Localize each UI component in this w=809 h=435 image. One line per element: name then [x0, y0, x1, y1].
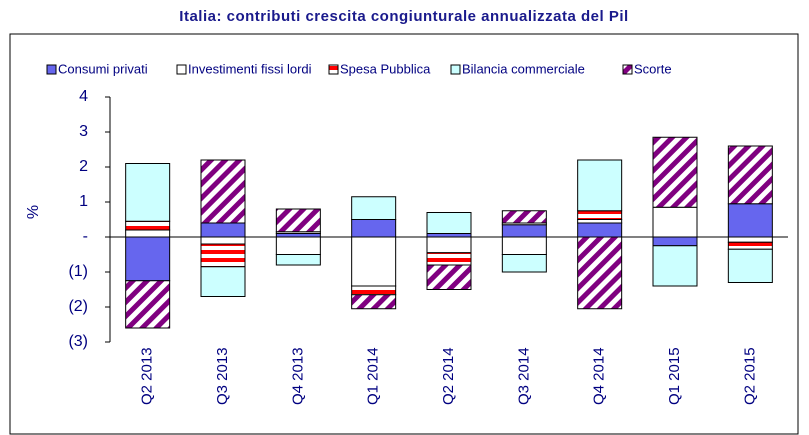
x-tick-label: Q2 2014: [440, 347, 457, 405]
bar-segment: [501, 236, 547, 255]
legend-label: Scorte: [634, 61, 672, 76]
bar-segment: [426, 236, 472, 254]
bar-segment: [351, 294, 397, 310]
bar-segment: [351, 236, 397, 287]
chart-frame: [9, 33, 799, 435]
bar-segment: [125, 236, 171, 282]
bar-segment: [426, 212, 472, 234]
bar-segment: [426, 264, 472, 290]
legend-label: Investimenti fissi lordi: [188, 61, 312, 76]
x-tick-label: Q3 2014: [515, 347, 532, 405]
bar-segment: [200, 266, 246, 297]
bar-segment: [727, 203, 773, 238]
y-tick-label: 3: [79, 123, 88, 140]
bar-segment: [275, 236, 321, 255]
bar-segment: [125, 163, 171, 222]
x-tick-label: Q1 2015: [666, 347, 683, 405]
bar-segment: [577, 222, 623, 238]
bar-segment: [125, 220, 171, 231]
y-axis-label: %: [25, 205, 42, 219]
legend-swatch: [176, 64, 187, 75]
y-tick-label: (3): [68, 333, 88, 350]
bar-segment: [577, 219, 623, 224]
bar-segment: [501, 210, 547, 224]
bar-segment: [652, 245, 698, 287]
bar-segment: [200, 222, 246, 238]
legend-label: Consumi privati: [58, 61, 148, 76]
y-tick-label: -: [83, 228, 88, 245]
bar-segment: [652, 236, 698, 247]
bar-segment: [125, 229, 171, 238]
bar-segment: [577, 159, 623, 212]
bar-segment: [501, 254, 547, 273]
bar-segment: [652, 206, 698, 238]
x-tick-label: Q4 2014: [591, 347, 608, 405]
bar-segment: [577, 210, 623, 220]
bar-segment: [275, 208, 321, 233]
x-tick-label: Q2 2015: [741, 347, 758, 405]
legend-label: Bilancia commerciale: [462, 61, 585, 76]
y-tick-label: 4: [79, 88, 88, 105]
y-tick-label: 1: [79, 193, 88, 210]
bar-segment: [351, 285, 397, 296]
bar-segment: [275, 233, 321, 238]
bar-segment: [501, 224, 547, 238]
bar-segment: [275, 254, 321, 266]
bar-segment: [652, 136, 698, 208]
legend-swatch: [622, 64, 633, 75]
legend-swatch: [46, 64, 57, 75]
bar-segment: [200, 159, 246, 224]
x-tick-label: Q1 2014: [365, 347, 382, 405]
bar-segment: [125, 280, 171, 329]
bar-segment: [426, 252, 472, 266]
bar-segment: [200, 243, 246, 268]
bar-segment: [727, 241, 773, 250]
legend-label: Spesa Pubblica: [340, 61, 431, 76]
chart-title: Italia: contributi crescita congiuntural…: [179, 8, 628, 25]
bar-segment: [351, 219, 397, 238]
y-tick-label: 2: [79, 158, 88, 175]
y-tick-label: (1): [68, 263, 88, 280]
bar-segment: [426, 233, 472, 238]
legend-swatch: [450, 64, 461, 75]
bar-segment: [727, 248, 773, 283]
bar-segment: [727, 145, 773, 205]
x-tick-label: Q4 2013: [289, 347, 306, 405]
x-tick-label: Q3 2013: [214, 347, 231, 405]
x-tick-label: Q2 2013: [139, 347, 156, 405]
legend-swatch: [328, 64, 339, 75]
y-tick-label: (2): [68, 298, 88, 315]
bar-segment: [200, 236, 246, 245]
bar-segment: [577, 236, 623, 310]
bar-segment: [727, 236, 773, 243]
bar-segment: [351, 196, 397, 220]
